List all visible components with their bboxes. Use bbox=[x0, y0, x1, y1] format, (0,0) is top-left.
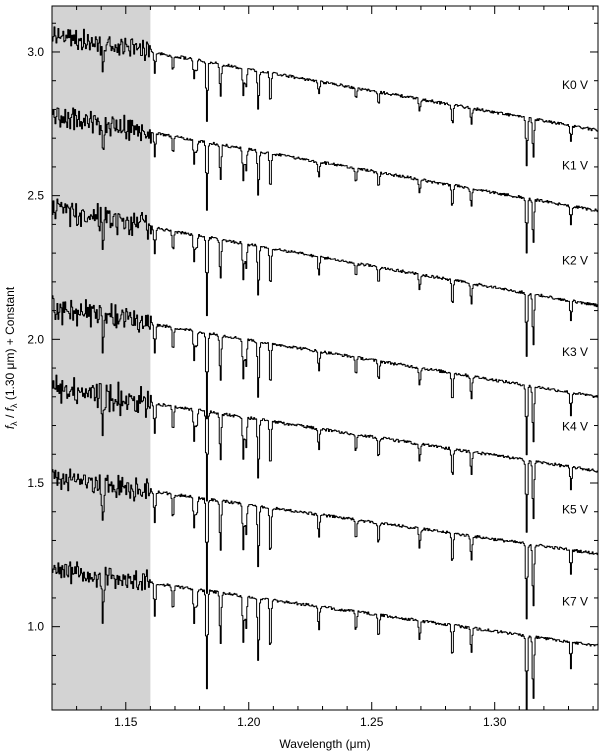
series-label: K5 V bbox=[562, 502, 588, 516]
y-label-f2: f bbox=[3, 406, 17, 411]
y-label-sub1: λ bbox=[9, 421, 19, 426]
y-label-sub2: λ bbox=[9, 403, 19, 408]
series-label: K3 V bbox=[562, 345, 588, 359]
spectrum-k5-v bbox=[52, 468, 598, 620]
y-tick-label: 1.5 bbox=[27, 476, 44, 490]
y-tick-label: 2.5 bbox=[27, 189, 44, 203]
series-group bbox=[52, 26, 598, 710]
x-tick-label: 1.30 bbox=[483, 715, 507, 729]
spectrum-k7-v bbox=[52, 561, 598, 710]
spectrum-k4-v bbox=[52, 374, 598, 533]
x-axis-label: Wavelength (μm) bbox=[279, 737, 370, 751]
spectrum-k2-v bbox=[52, 198, 598, 357]
y-label-f1: f bbox=[3, 424, 17, 429]
series-label: K2 V bbox=[562, 253, 588, 267]
plot-frame bbox=[51, 5, 599, 711]
x-axis-ticks: 1.15 1.20 1.25 1.30 bbox=[51, 6, 594, 729]
shaded-region bbox=[52, 6, 151, 710]
series-label: K7 V bbox=[562, 594, 588, 608]
x-tick-label: 1.20 bbox=[237, 715, 261, 729]
y-axis-label: fλ / fλ (1.30 μm) + Constant bbox=[3, 286, 19, 429]
y-tick-label: 3.0 bbox=[27, 45, 44, 59]
y-label-rest: (1.30 μm) + Constant bbox=[3, 286, 17, 403]
series-label: K4 V bbox=[562, 419, 588, 433]
x-tick-label: 1.25 bbox=[360, 715, 384, 729]
y-label-slash: / bbox=[3, 411, 17, 421]
y-tick-label: 1.0 bbox=[27, 620, 44, 634]
y-axis-ticks: 1.0 1.5 2.0 2.5 3.0 bbox=[27, 22, 598, 685]
series-label: K0 V bbox=[562, 78, 588, 92]
spectrum-k1-v bbox=[52, 107, 598, 254]
spectrum-k0-v bbox=[52, 26, 598, 167]
y-tick-label: 2.0 bbox=[27, 332, 44, 346]
series-labels: K0 V K1 V K2 V K3 V K4 V K5 V K7 V bbox=[562, 78, 588, 608]
series-label: K1 V bbox=[562, 158, 588, 172]
x-tick-label: 1.15 bbox=[114, 715, 138, 729]
spectrum-k3-v bbox=[52, 295, 598, 456]
